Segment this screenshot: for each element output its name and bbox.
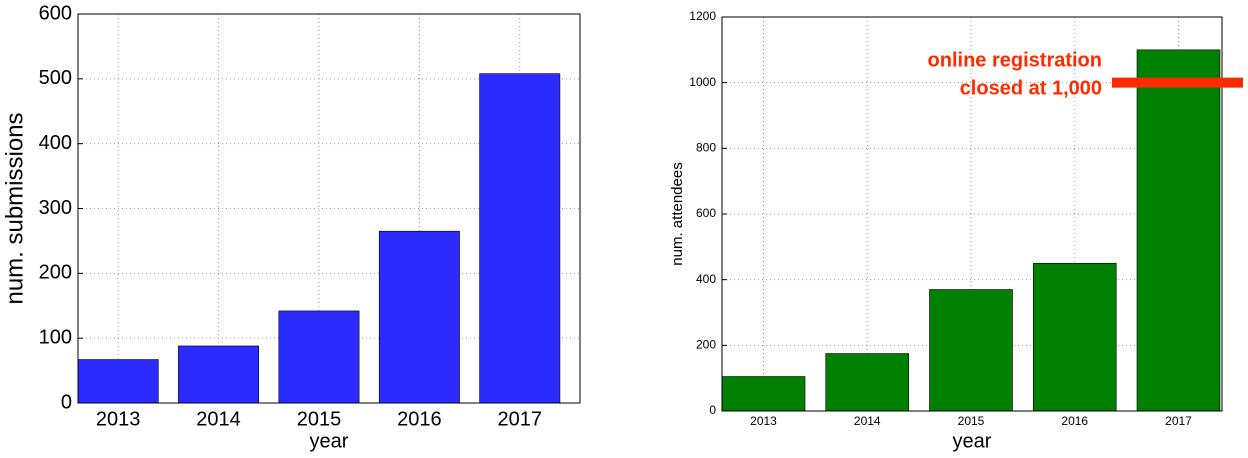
annotation: closed at 1,000 xyxy=(960,77,1102,99)
x-tick-label: 2014 xyxy=(196,408,241,430)
y-axis-label: num. submissions xyxy=(1,112,28,304)
y-axis-label: num. attendees xyxy=(669,162,686,265)
bar xyxy=(721,376,806,412)
axes-frame xyxy=(721,16,1223,412)
x-tick-label: 2015 xyxy=(297,408,342,430)
y-tick-label: 300 xyxy=(39,197,72,219)
y-tick-label: 800 xyxy=(696,141,716,155)
x-axis-label: year xyxy=(953,430,992,452)
y-tick-label: 600 xyxy=(696,206,716,220)
x-axis-label: year xyxy=(310,430,349,452)
y-tick-label: 0 xyxy=(61,391,72,413)
y-tick-label: 500 xyxy=(39,67,72,89)
y-tick-label: 600 xyxy=(39,2,72,24)
y-tick-label: 200 xyxy=(696,338,716,352)
x-tick-label: 2013 xyxy=(96,408,141,430)
bar xyxy=(77,359,159,404)
x-tick-label: 2017 xyxy=(498,408,543,430)
x-tick-label: 2017 xyxy=(1165,414,1192,428)
bar xyxy=(178,345,260,404)
x-tick-label: 2016 xyxy=(1061,414,1088,428)
bar xyxy=(479,73,561,404)
y-tick-label: 100 xyxy=(39,326,72,348)
annotation: online registration xyxy=(928,49,1102,71)
x-tick-label: 2015 xyxy=(958,414,985,428)
y-tick-label: 1200 xyxy=(689,9,716,23)
bar xyxy=(278,310,360,404)
y-tick-label: 400 xyxy=(39,132,72,154)
bar xyxy=(1136,49,1221,412)
y-tick-label: 400 xyxy=(696,272,716,286)
bar xyxy=(1032,262,1117,412)
bar xyxy=(378,230,460,404)
axes-frame xyxy=(77,13,581,404)
y-tick-label: 1000 xyxy=(689,75,716,89)
y-tick-label: 0 xyxy=(709,403,716,417)
bar xyxy=(929,289,1013,412)
x-tick-label: 2013 xyxy=(750,414,777,428)
x-tick-label: 2014 xyxy=(854,414,881,428)
bar xyxy=(825,353,910,412)
x-tick-label: 2016 xyxy=(397,408,442,430)
y-tick-label: 200 xyxy=(39,262,72,284)
